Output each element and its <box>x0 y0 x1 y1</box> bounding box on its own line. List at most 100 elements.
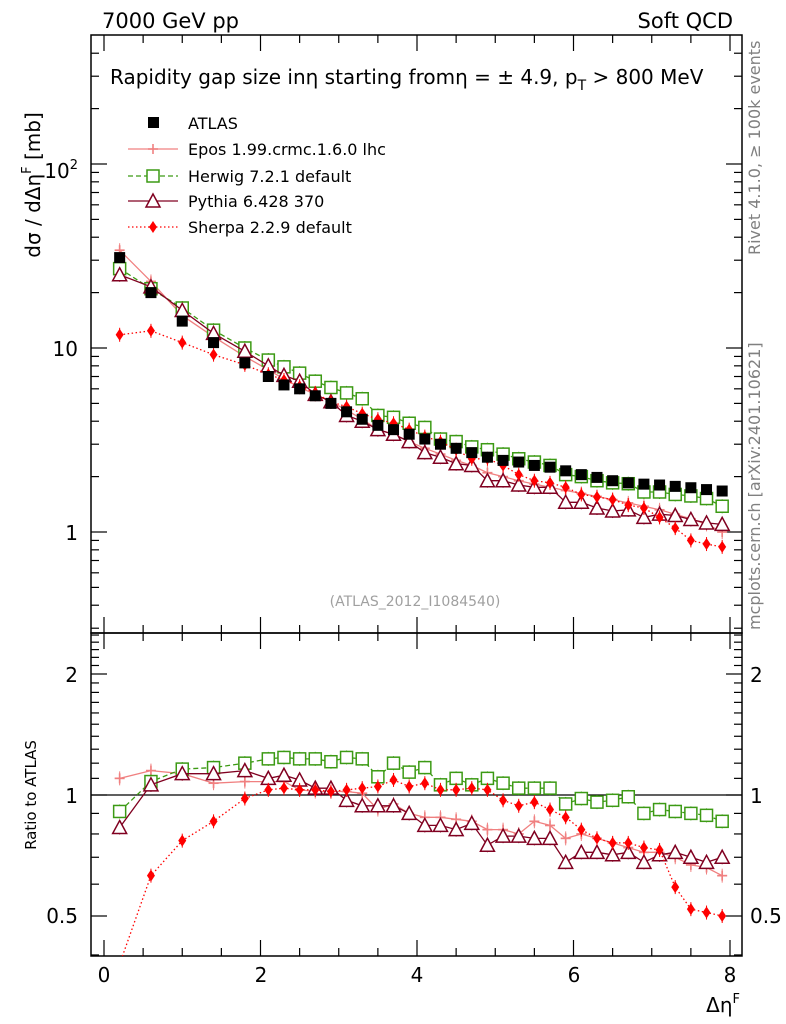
data-point-herwig <box>511 781 526 795</box>
data-point-atlas <box>278 379 290 391</box>
xtick-label-2: 2 <box>255 963 268 987</box>
xtick-label-4: 4 <box>411 963 424 987</box>
data-point-herwig <box>480 771 495 786</box>
data-point-atlas <box>497 454 509 466</box>
data-point-sherpa <box>671 522 680 535</box>
data-point-pythia <box>666 843 684 860</box>
data-point-pythia <box>620 843 637 860</box>
data-point-pythia <box>205 765 222 781</box>
data-point-pythia <box>275 766 293 782</box>
legend-marker-sherpa <box>149 221 157 233</box>
main-ytick-100-exp: 2 <box>70 158 78 173</box>
data-point-herwig <box>292 752 307 766</box>
data-point-pythia <box>698 514 715 530</box>
data-point-pythia <box>635 853 653 870</box>
data-point-sherpa <box>146 869 155 882</box>
data-point-pythia <box>526 829 543 846</box>
data-point-sherpa <box>702 538 711 551</box>
data-point-pythia <box>541 829 559 846</box>
title-part-a: Rapidity gap size in <box>110 65 306 89</box>
data-point-sherpa <box>279 782 288 795</box>
legend-marker-atlas <box>148 117 159 128</box>
xtick-label-6: 6 <box>568 963 581 987</box>
data-point-pythia <box>494 472 512 488</box>
data-point-herwig <box>339 386 354 400</box>
legend-marker-epos <box>148 144 158 154</box>
data-point-sherpa <box>655 843 664 856</box>
data-point-pythia <box>173 765 191 781</box>
data-point-atlas <box>716 485 728 497</box>
title-part-b: η starting from <box>306 65 455 89</box>
data-point-sherpa <box>326 785 335 798</box>
data-point-pythia <box>479 836 496 852</box>
data-point-atlas <box>591 471 603 483</box>
data-point-pythia <box>635 508 653 525</box>
data-point-sherpa <box>436 783 445 796</box>
legend-label-epos: Epos 1.99.crmc.1.6.0 lhc <box>188 140 386 159</box>
data-point-sherpa <box>311 783 320 796</box>
data-point-atlas <box>528 459 540 471</box>
header-category: Soft QCD <box>638 9 733 33</box>
data-point-herwig <box>339 750 354 765</box>
main-y-label-sup: F <box>20 166 35 173</box>
data-point-sherpa <box>178 336 187 349</box>
data-point-atlas <box>513 456 525 468</box>
data-point-epos <box>239 776 250 787</box>
data-point-pythia <box>698 853 715 870</box>
data-point-pythia <box>682 848 700 865</box>
data-point-pythia <box>682 510 700 527</box>
ratio-ytick-05-left: 0.5 <box>46 904 78 928</box>
data-point-epos <box>482 824 493 835</box>
data-point-pythia <box>111 818 128 835</box>
data-point-pythia <box>385 797 402 813</box>
data-point-sherpa <box>608 836 617 849</box>
data-point-sherpa <box>389 773 398 786</box>
xtick-label-8: 8 <box>724 963 737 987</box>
data-point-pythia <box>573 843 590 860</box>
ratio-y-label: Ratio to ATLAS <box>22 740 40 850</box>
data-point-pythia <box>588 499 606 515</box>
data-point-pythia <box>416 816 434 833</box>
header-energy: 7000 GeV pp <box>102 9 239 33</box>
legend-label-pythia: Pythia 6.428 370 <box>188 192 324 211</box>
data-point-pythia <box>510 476 527 492</box>
data-point-herwig <box>355 391 369 406</box>
data-point-sherpa <box>295 783 304 796</box>
data-point-herwig <box>449 771 463 786</box>
data-point-atlas <box>622 477 634 489</box>
x-axis-label: ΔηF <box>706 992 740 1017</box>
data-point-sherpa <box>639 502 648 515</box>
data-point-herwig <box>308 752 323 766</box>
data-point-sherpa <box>373 780 382 793</box>
title-part-c: η = ± 4.9, p <box>455 65 577 89</box>
data-point-sherpa <box>209 815 218 828</box>
side-rivet-label: Rivet 4.1.0, ≥ 100k events <box>745 41 764 255</box>
data-point-herwig <box>621 790 636 804</box>
data-point-atlas <box>403 428 415 440</box>
data-point-pythia <box>557 853 574 870</box>
data-point-atlas <box>654 479 666 491</box>
ratio-ytick-1-left: 1 <box>65 784 78 808</box>
data-point-atlas <box>544 461 556 473</box>
main-plot-area <box>111 243 731 554</box>
main-y-label: dσ / dΔηF [mb] <box>20 112 45 258</box>
data-point-atlas <box>356 413 368 425</box>
data-point-pythia <box>604 846 621 862</box>
data-point-sherpa <box>209 348 218 361</box>
data-point-atlas <box>341 406 353 418</box>
data-point-atlas <box>419 433 431 445</box>
legend-label-herwig: Herwig 7.2.1 default <box>188 167 351 186</box>
data-point-pythia <box>353 797 371 813</box>
data-point-pythia <box>432 448 449 464</box>
series-line-herwig <box>119 268 723 507</box>
data-point-sherpa <box>561 811 570 824</box>
data-point-atlas <box>560 465 572 477</box>
xtick-label-0: 0 <box>98 963 111 987</box>
data-point-pythia <box>369 797 387 813</box>
main-ytick-label-1: 1 <box>65 521 78 545</box>
data-point-herwig <box>418 760 432 775</box>
data-point-herwig <box>324 754 338 769</box>
side-mcplots-label: mcplots.cern.ch [arXiv:2401.10621] <box>745 342 764 630</box>
data-point-atlas <box>208 337 220 349</box>
legend-label-atlas: ATLAS <box>188 114 238 133</box>
